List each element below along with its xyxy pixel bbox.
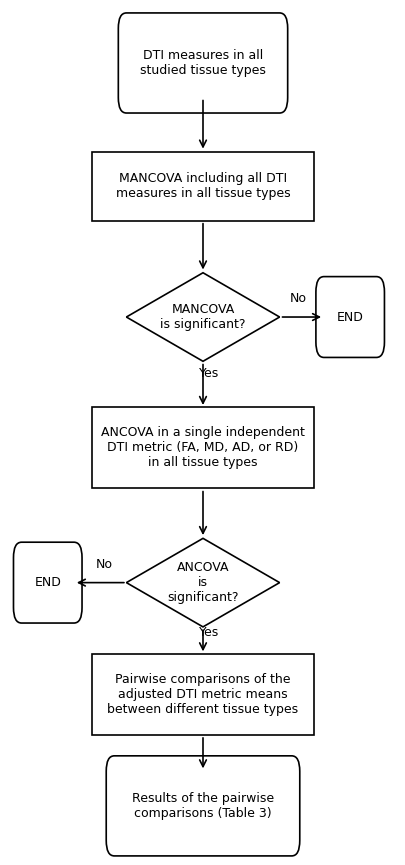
Text: No: No <box>96 558 113 571</box>
FancyBboxPatch shape <box>13 542 82 623</box>
FancyBboxPatch shape <box>92 407 313 489</box>
Text: MANCOVA
is significant?: MANCOVA is significant? <box>160 303 245 331</box>
Text: ANCOVA
is
significant?: ANCOVA is significant? <box>167 561 238 604</box>
FancyBboxPatch shape <box>118 13 287 113</box>
Polygon shape <box>126 272 279 362</box>
FancyBboxPatch shape <box>92 151 313 221</box>
Text: MANCOVA including all DTI
measures in all tissue types: MANCOVA including all DTI measures in al… <box>115 172 290 200</box>
FancyBboxPatch shape <box>315 277 384 357</box>
Text: Pairwise comparisons of the
adjusted DTI metric means
between different tissue t: Pairwise comparisons of the adjusted DTI… <box>107 673 298 715</box>
Text: DTI measures in all
studied tissue types: DTI measures in all studied tissue types <box>140 49 265 77</box>
Text: END: END <box>34 576 61 589</box>
Polygon shape <box>126 538 279 627</box>
Text: Yes: Yes <box>198 367 219 380</box>
Text: Yes: Yes <box>198 625 219 639</box>
FancyBboxPatch shape <box>106 756 299 855</box>
Text: Results of the pairwise
comparisons (Table 3): Results of the pairwise comparisons (Tab… <box>132 791 273 820</box>
Text: END: END <box>336 311 363 324</box>
Text: No: No <box>288 292 305 305</box>
FancyBboxPatch shape <box>92 654 313 734</box>
Text: ANCOVA in a single independent
DTI metric (FA, MD, AD, or RD)
in all tissue type: ANCOVA in a single independent DTI metri… <box>101 426 304 470</box>
